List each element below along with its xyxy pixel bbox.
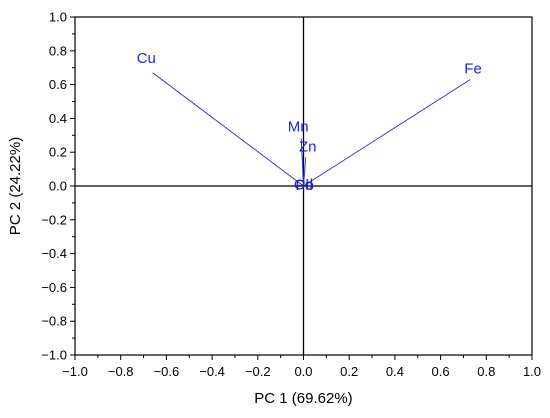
loading-vector-mn [300,138,304,187]
loading-vector-pb [303,184,305,187]
x-tick-label: 1.0 [523,364,541,379]
x-tick-label: −1.0 [62,364,88,379]
y-tick-label: −0.6 [41,280,67,295]
x-tick-label: −0.6 [154,364,180,379]
y-axis-title: PC 2 (24.22%) [7,137,24,235]
x-tick-label: 0.6 [432,364,450,379]
x-tick-label: 0.2 [340,364,358,379]
y-tick-label: 0.8 [49,43,67,58]
x-tick-label: −0.4 [199,364,225,379]
y-tick-label: 0.6 [49,77,67,92]
y-tick-label: −0.2 [41,212,67,227]
x-tick-label: −0.2 [245,364,271,379]
plot-frame [74,16,533,356]
y-tick-label: 0.4 [49,111,67,126]
loading-label-cd: Cd [294,176,313,193]
y-tick-label: −0.4 [41,246,67,261]
loading-vector-zn [303,157,307,187]
y-tick-label: −1.0 [41,348,67,363]
loading-vector-cu [152,72,304,187]
y-tick-label: 1.0 [49,10,67,25]
loading-label-zn: Zn [299,138,317,155]
loading-label-fe: Fe [464,61,482,78]
x-tick-label: 0.0 [294,364,312,379]
y-tick-label: −0.8 [41,314,67,329]
x-tick-label: 0.4 [386,364,404,379]
x-tick-label: 0.8 [477,364,495,379]
loading-label-mn: Mn [288,119,309,136]
y-tick-label: 0.2 [49,145,67,160]
loading-label-cu: Cu [137,50,156,67]
x-tick-label: −0.8 [108,364,134,379]
loading-label-pb: Pb [295,177,313,194]
x-axis-title: PC 1 (69.62%) [254,390,352,407]
y-tick-label: 0.0 [49,179,67,194]
tick-labels: −1.0 −0.8 −0.6 −0.4 −0.2 0.0 0.2 0.4 0.6 0.8 1.0 −1… [41,10,541,380]
loading-vector-fe [303,79,471,187]
